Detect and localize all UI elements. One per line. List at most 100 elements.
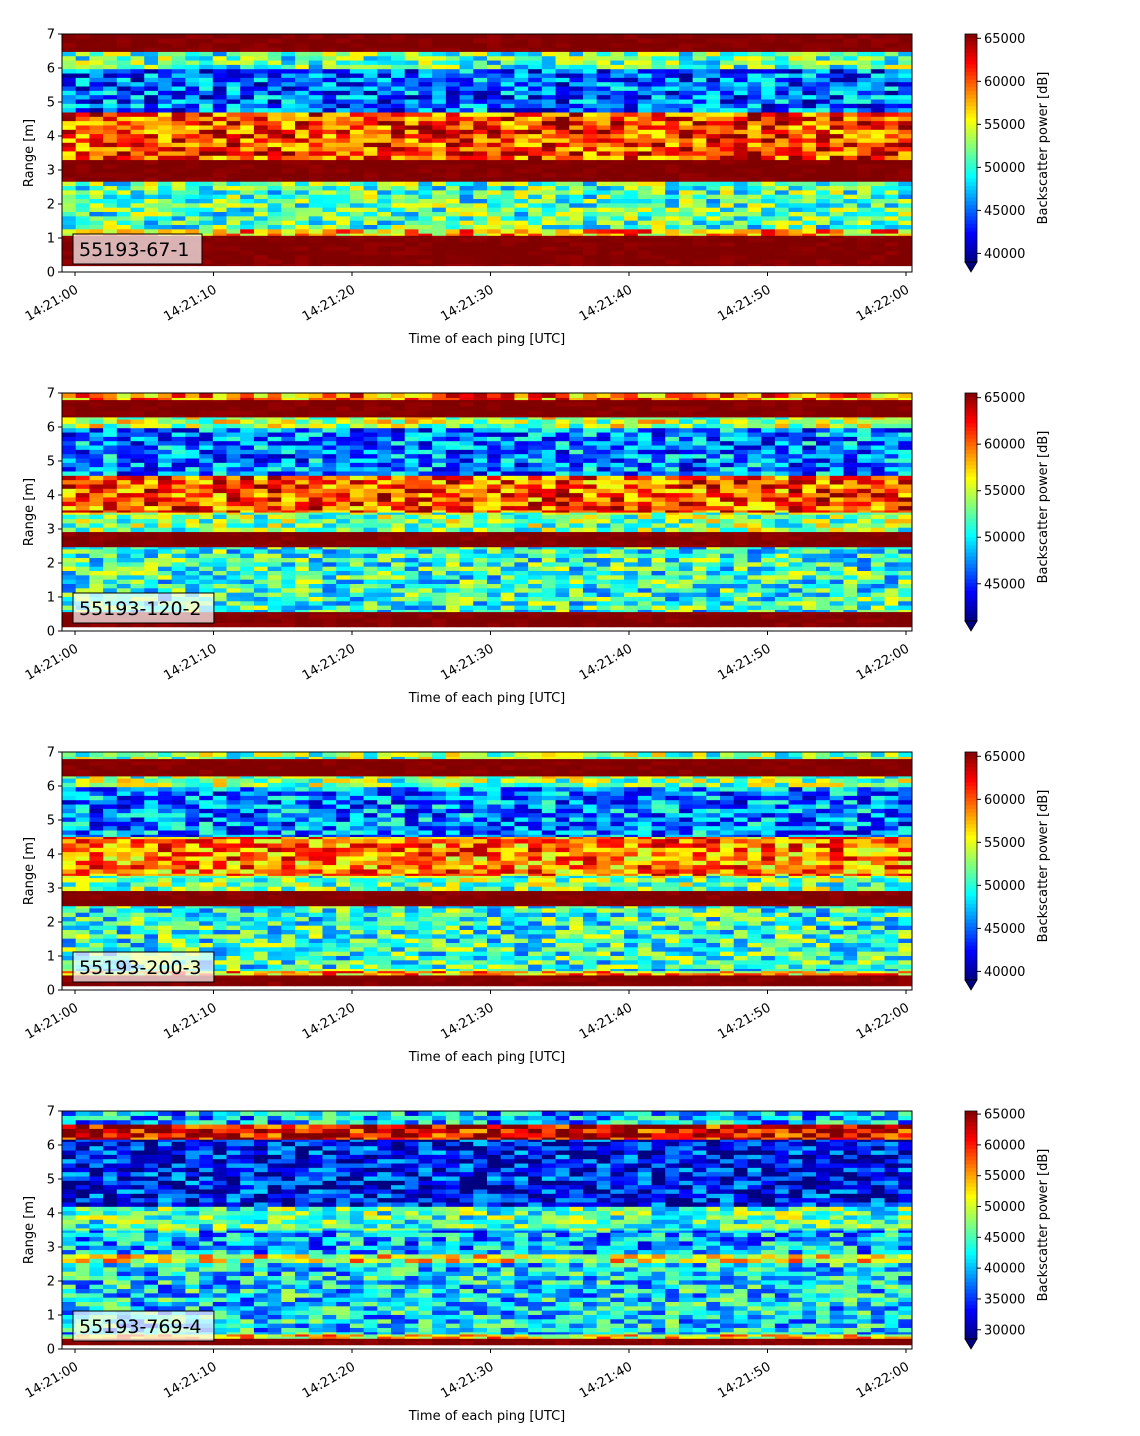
heatmap-cell bbox=[336, 250, 351, 254]
heatmap-cell bbox=[199, 215, 214, 219]
heatmap-cell bbox=[212, 133, 228, 137]
heatmap-cell bbox=[487, 68, 502, 72]
heatmap-cell bbox=[199, 98, 214, 102]
heatmap-cell bbox=[624, 243, 639, 247]
heatmap-cell bbox=[678, 153, 694, 156]
heatmap-cell bbox=[253, 237, 269, 241]
heatmap-cell bbox=[281, 226, 296, 230]
heatmap-cell bbox=[528, 172, 543, 176]
heatmap-cell bbox=[363, 176, 378, 180]
heatmap-cell bbox=[116, 150, 132, 154]
heatmap-cell bbox=[199, 202, 214, 206]
heatmap-cell bbox=[349, 230, 365, 234]
heatmap-cell bbox=[199, 77, 214, 81]
heatmap-cell bbox=[281, 49, 296, 52]
heatmap-cell bbox=[116, 114, 132, 117]
heatmap-cell bbox=[116, 36, 132, 39]
heatmap-cell bbox=[171, 170, 186, 174]
heatmap-cell bbox=[171, 135, 186, 139]
heatmap-cell bbox=[253, 263, 269, 267]
heatmap-cell bbox=[651, 131, 666, 135]
heatmap-cell bbox=[569, 40, 584, 44]
heatmap-cell bbox=[432, 142, 447, 145]
heatmap-cell bbox=[212, 68, 228, 72]
heatmap-cell bbox=[377, 263, 392, 267]
heatmap-cell bbox=[253, 155, 269, 158]
heatmap-cell bbox=[103, 146, 118, 150]
heatmap-cell bbox=[363, 129, 378, 132]
heatmap-cell bbox=[678, 142, 694, 145]
heatmap-cell bbox=[610, 57, 625, 61]
heatmap-cell bbox=[157, 127, 173, 130]
heatmap-cell bbox=[130, 230, 145, 234]
heatmap-cell bbox=[144, 34, 159, 37]
heatmap-cell bbox=[582, 254, 598, 258]
heatmap-cell bbox=[637, 194, 653, 197]
heatmap-cell bbox=[432, 44, 447, 48]
heatmap-cell bbox=[596, 77, 611, 81]
heatmap-cell bbox=[116, 59, 132, 63]
heatmap-cell bbox=[582, 230, 598, 234]
heatmap-cell bbox=[130, 68, 145, 72]
heatmap-cell bbox=[473, 146, 488, 150]
heatmap-cell bbox=[487, 181, 502, 184]
heatmap-cell bbox=[336, 83, 351, 87]
heatmap-cell bbox=[295, 98, 310, 102]
heatmap-cell bbox=[596, 51, 611, 55]
heatmap-cell bbox=[500, 200, 516, 204]
heatmap-cell bbox=[363, 178, 378, 182]
heatmap-cell bbox=[596, 176, 611, 180]
heatmap-cell bbox=[75, 98, 91, 102]
heatmap-cell bbox=[487, 200, 502, 204]
heatmap-cell bbox=[281, 246, 296, 249]
heatmap-cell bbox=[391, 42, 406, 46]
heatmap-cell bbox=[322, 226, 337, 230]
heatmap-cell bbox=[253, 88, 269, 91]
heatmap-cell bbox=[569, 66, 584, 70]
heatmap-cell bbox=[459, 222, 474, 225]
heatmap-cell bbox=[253, 131, 269, 135]
heatmap-cell bbox=[281, 40, 296, 44]
heatmap-cell bbox=[582, 55, 598, 59]
heatmap-cell bbox=[295, 246, 310, 249]
heatmap-cell bbox=[336, 209, 351, 213]
heatmap-cell bbox=[363, 150, 378, 154]
heatmap-cell bbox=[377, 224, 392, 228]
heatmap-cell bbox=[157, 220, 173, 223]
heatmap-cell bbox=[692, 172, 707, 176]
heatmap-cell bbox=[651, 70, 666, 74]
heatmap-cell bbox=[555, 200, 570, 204]
heatmap-cell bbox=[432, 70, 447, 74]
heatmap-cell bbox=[541, 207, 557, 210]
heatmap-cell bbox=[103, 140, 118, 143]
heatmap-cell bbox=[418, 92, 433, 96]
heatmap-cell bbox=[487, 62, 502, 65]
heatmap-cell bbox=[432, 51, 447, 55]
heatmap-cell bbox=[651, 122, 666, 126]
heatmap-cell bbox=[103, 222, 118, 225]
heatmap-cell bbox=[267, 38, 282, 42]
heatmap-cell bbox=[144, 59, 159, 63]
heatmap-cell bbox=[363, 191, 378, 195]
heatmap-cell bbox=[624, 200, 639, 204]
heatmap-cell bbox=[267, 105, 282, 109]
heatmap-cell bbox=[459, 118, 474, 122]
heatmap-cell bbox=[487, 202, 502, 206]
heatmap-cell bbox=[555, 222, 570, 225]
heatmap-cell bbox=[678, 36, 694, 39]
heatmap-cell bbox=[665, 68, 680, 72]
heatmap-cell bbox=[281, 140, 296, 143]
heatmap-cell bbox=[363, 228, 378, 232]
heatmap-cell bbox=[267, 254, 282, 258]
heatmap-cell bbox=[404, 161, 420, 165]
heatmap-cell bbox=[692, 129, 707, 132]
heatmap-cell bbox=[555, 79, 570, 83]
heatmap-cell bbox=[116, 176, 132, 180]
heatmap-cell bbox=[473, 85, 488, 89]
heatmap-cell bbox=[541, 57, 557, 61]
heatmap-cell bbox=[528, 40, 543, 44]
heatmap-cell bbox=[75, 153, 91, 156]
heatmap-cell bbox=[514, 146, 529, 150]
heatmap-cell bbox=[349, 226, 365, 230]
heatmap-cell bbox=[391, 107, 406, 111]
